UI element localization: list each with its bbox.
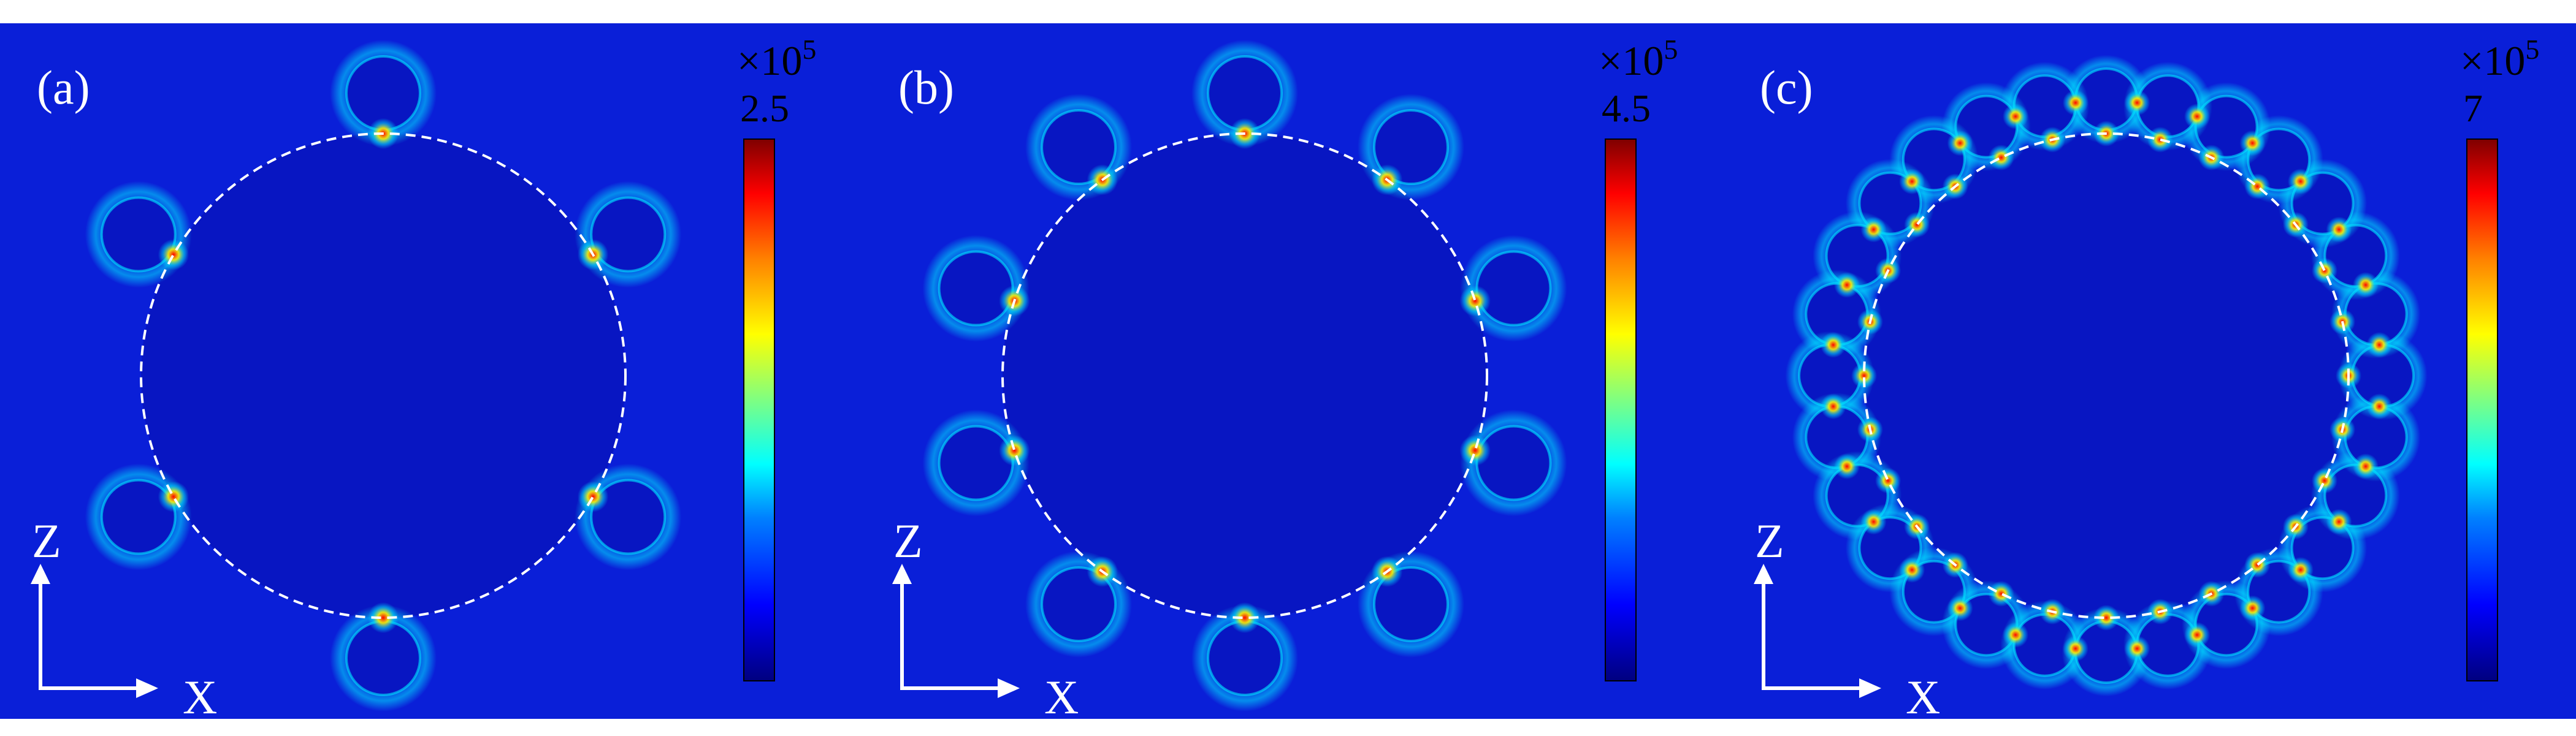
hotspot-interparticle	[1947, 130, 1973, 156]
hotspot-gap	[1875, 468, 1901, 494]
hotspot-gap	[2093, 605, 2119, 631]
hotspot-gap	[577, 481, 609, 512]
axis-label-z-c: Z	[1755, 514, 1784, 567]
hotspot-gap	[1851, 363, 1877, 389]
field-map-a	[0, 23, 862, 719]
particle	[938, 250, 1014, 327]
z-arrow-icon	[892, 564, 912, 584]
core-outline	[1863, 132, 2350, 619]
hotspot-interparticle	[2062, 635, 2089, 662]
colorbar-max-c: 7	[2463, 86, 2483, 130]
colorbar-b: ×105 4.5	[1599, 25, 1709, 686]
x-arrow-icon	[1859, 678, 1881, 698]
field-map-c	[1723, 23, 2576, 719]
hotspot-gap	[1904, 211, 1930, 238]
core-outline	[1001, 132, 1488, 619]
axis-label-x-b: X	[1044, 670, 1079, 724]
hotspot-interparticle	[2184, 103, 2211, 129]
field-panel-c: (c) Z X	[1723, 23, 2576, 724]
core-sphere	[1003, 134, 1487, 618]
hotspot-interparticle	[2062, 89, 2089, 116]
hotspot-interparticle	[2124, 635, 2150, 662]
hotspot-interparticle	[2353, 453, 2379, 480]
hotspot-interparticle	[2002, 103, 2028, 129]
hotspot-interparticle	[2287, 556, 2314, 583]
axis-label-z-b: Z	[893, 514, 923, 567]
field-panel-b: (b) Z X	[862, 23, 1723, 724]
x-arrow-icon	[136, 678, 158, 698]
hotspot-interparticle	[1820, 332, 1846, 358]
hotspot-gap	[1459, 434, 1491, 466]
hotspot-gap	[1229, 602, 1261, 634]
x-arrow-icon	[998, 678, 1020, 698]
colorbar-gradient-c	[2466, 138, 2498, 681]
hotspot-gap	[367, 602, 399, 634]
colorbar-exponent-b: ×105	[1599, 34, 1678, 84]
particle	[590, 196, 667, 273]
hotspot-interparticle	[1860, 509, 1887, 535]
colorbar-max-a: 2.5	[740, 86, 789, 130]
hotspot-gap	[2244, 552, 2271, 578]
panel-label-a: (a)	[37, 61, 90, 114]
panel-label-c: (c)	[1760, 61, 1813, 114]
particle	[100, 479, 177, 555]
hotspot-interparticle	[2353, 271, 2379, 298]
colorbar-exponent-a: ×105	[737, 34, 817, 84]
hotspot-interparticle	[2184, 622, 2211, 648]
axis-label-z-a: Z	[32, 514, 61, 567]
particle	[938, 425, 1014, 501]
core-sphere	[141, 134, 625, 618]
particle	[1475, 425, 1552, 501]
z-arrow-icon	[1754, 564, 1773, 584]
hotspot-interparticle	[1860, 216, 1887, 243]
colorbar-c: ×105 7	[2460, 25, 2570, 686]
hotspot-interparticle	[1899, 169, 1925, 195]
axis-label-x-c: X	[1906, 670, 1941, 724]
hotspot-gap	[999, 434, 1030, 466]
hotspot-interparticle	[2366, 332, 2393, 358]
hotspot-interparticle	[2239, 595, 2266, 621]
colorbar-exponent-c: ×105	[2460, 34, 2540, 84]
hotspot-interparticle	[1833, 453, 1860, 480]
colorbar-a: ×105 2.5	[737, 25, 847, 686]
hotspot-interparticle	[2326, 509, 2352, 535]
hotspot-gap	[158, 481, 189, 512]
hotspot-gap	[2147, 126, 2173, 153]
hotspot-gap	[1988, 145, 2014, 171]
z-arrow-icon	[31, 564, 50, 584]
colorbar-max-b: 4.5	[1602, 86, 1651, 130]
hotspot-interparticle	[1899, 556, 1925, 583]
hotspot-interparticle	[2124, 89, 2150, 116]
hotspot-interparticle	[2326, 216, 2352, 243]
hotspot-gap	[1988, 580, 2014, 607]
hotspot-gap	[158, 239, 189, 270]
axis-label-x-a: X	[183, 670, 218, 724]
particle	[1475, 250, 1552, 327]
hotspot-interparticle	[1820, 393, 1846, 420]
hotspot-interparticle	[2287, 169, 2314, 195]
colorbar-gradient-b	[1605, 138, 1637, 681]
hotspot-interparticle	[2366, 393, 2393, 420]
hotspot-gap	[1459, 285, 1491, 317]
particle	[100, 196, 177, 273]
hotspot-interparticle	[1947, 595, 1973, 621]
field-map-b	[862, 23, 1723, 719]
hotspot-interparticle	[1833, 271, 1860, 298]
core-sphere	[1864, 134, 2349, 618]
particle	[590, 479, 667, 555]
colorbar-gradient-a	[743, 138, 775, 681]
field-panel-a: (a) Z X	[0, 23, 862, 724]
hotspot-interparticle	[2002, 622, 2028, 648]
hotspot-interparticle	[2239, 130, 2266, 156]
panel-label-b: (b)	[898, 61, 954, 114]
hotspot-gap	[2311, 468, 2337, 494]
core-outline	[140, 132, 627, 619]
